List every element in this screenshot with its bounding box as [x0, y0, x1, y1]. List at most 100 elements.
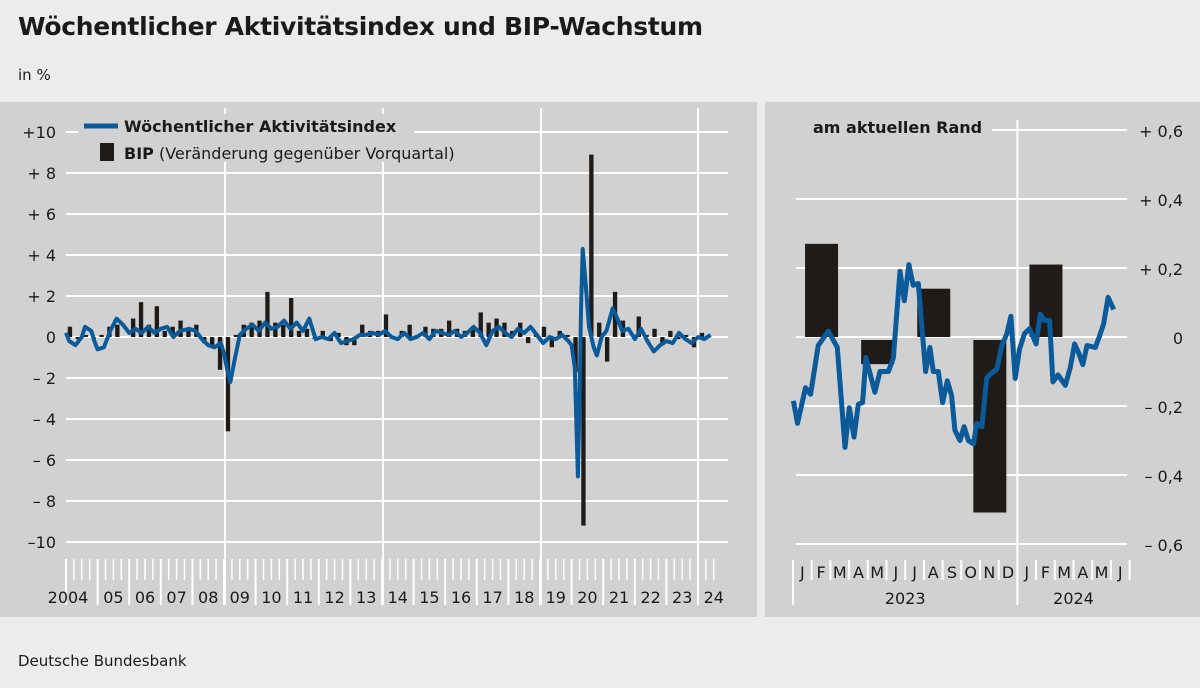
y-tick-label: + 8 — [27, 164, 56, 183]
bip-bar — [557, 330, 562, 337]
bip-bar — [281, 324, 286, 337]
bip-bar — [138, 302, 144, 337]
y-tick-label: 0 — [46, 328, 56, 347]
bip-bar — [407, 324, 412, 337]
bip-bar — [805, 243, 839, 337]
month-label: O — [964, 563, 977, 582]
bip-bar — [1029, 264, 1063, 337]
y-tick-label: + 4 — [27, 246, 56, 265]
y-tick-label: + 2 — [27, 287, 56, 306]
month-label: S — [947, 563, 957, 582]
bip-bar — [265, 291, 270, 337]
bip-bar — [360, 324, 365, 337]
x-tick-label: 18 — [514, 588, 534, 607]
y-tick-label: – 4 — [33, 410, 56, 429]
bip-bar — [589, 154, 594, 337]
month-label: M — [870, 563, 884, 582]
month-label: M — [1057, 563, 1071, 582]
bip-bar — [486, 322, 491, 337]
x-tick-label: 10 — [261, 588, 281, 607]
x-tick-label: 2004 — [48, 588, 89, 607]
year-label: 2024 — [1053, 589, 1094, 608]
month-label: J — [799, 563, 805, 582]
bip-bar — [225, 337, 231, 432]
y-tick-label: – 8 — [33, 492, 56, 511]
legend-bar-label: BIP (Veränderung gegenüber Vorquartal) — [124, 144, 455, 163]
bip-bar — [336, 332, 341, 337]
x-tick-label: 17 — [482, 588, 502, 607]
x-tick-label: 19 — [546, 588, 566, 607]
month-label: A — [1077, 563, 1088, 582]
month-label: F — [816, 563, 825, 582]
x-tick-label: 21 — [609, 588, 629, 607]
bip-bar — [75, 337, 81, 340]
year-label: 2023 — [885, 589, 926, 608]
bip-bar — [288, 298, 294, 337]
bip-bar — [67, 326, 73, 337]
bip-bar — [636, 316, 641, 337]
legend: Wöchentlicher Aktivitätsindex BIP (Verän… — [78, 114, 455, 163]
y-tick-label: – 2 — [33, 369, 56, 388]
bip-bar — [352, 337, 357, 346]
y-tick-label: – 6 — [33, 451, 56, 470]
month-label: N — [983, 563, 995, 582]
bip-bar — [146, 324, 152, 337]
bip-bar — [699, 332, 705, 337]
legend-bar-label-rest: (Veränderung gegenüber Vorquartal) — [159, 144, 455, 163]
bip-bar — [217, 337, 223, 370]
month-label: A — [928, 563, 939, 582]
bip-bar — [115, 324, 120, 337]
bip-bar — [99, 334, 104, 337]
bip-bar — [470, 326, 476, 337]
right-title-bg — [782, 114, 992, 140]
x-tick-label: 22 — [640, 588, 660, 607]
chart-title: Wöchentlicher Aktivitätsindex und BIP-Wa… — [18, 12, 703, 41]
bip-bar — [525, 337, 531, 344]
bip-bar — [676, 337, 681, 340]
x-tick-label: 12 — [324, 588, 344, 607]
bip-bar — [597, 322, 602, 337]
y-tick-label: + 0,6 — [1139, 122, 1183, 141]
bip-bar — [446, 320, 452, 337]
bip-bar — [296, 330, 302, 337]
unit-label: in % — [18, 66, 51, 84]
y-tick-label: 0 — [1173, 329, 1183, 348]
x-tick-label: 11 — [293, 588, 313, 607]
y-tick-label: – 0,6 — [1144, 536, 1183, 555]
x-tick-label: 15 — [419, 588, 439, 607]
month-label: F — [1041, 563, 1050, 582]
x-tick-label: 23 — [672, 588, 692, 607]
y-tick-label: +10 — [22, 123, 56, 142]
bip-bar — [383, 314, 389, 337]
legend-bar-label-bold: BIP — [124, 144, 154, 163]
bip-bar — [154, 306, 160, 337]
y-tick-label: + 0,2 — [1139, 260, 1183, 279]
month-label: J — [1023, 563, 1029, 582]
x-tick-label: 07 — [166, 588, 186, 607]
bip-bar — [130, 318, 136, 337]
right-chart: + 0,6+ 0,4+ 0,20– 0,2– 0,4– 0,6J F M A M J J A S… — [790, 120, 1183, 608]
bip-bar — [652, 328, 657, 337]
left-chart: +10 + 8 + 6 + 4 + 2 0 – 2 – 4 – 6 – 8 –10 2004 05 06 0… — [22, 108, 728, 607]
month-label: D — [1002, 563, 1014, 582]
bip-bar — [565, 334, 570, 337]
bip-bar — [668, 330, 673, 337]
bip-bar — [249, 322, 254, 337]
month-label: A — [853, 563, 864, 582]
bip-bar — [604, 337, 610, 362]
x-tick-label: 14 — [388, 588, 408, 607]
left-panel — [0, 102, 757, 617]
bip-bar — [273, 322, 278, 337]
activity-index-line — [790, 262, 1116, 450]
bip-bar — [478, 312, 483, 337]
x-tick-label: 20 — [577, 588, 597, 607]
bip-bar — [423, 326, 428, 337]
y-tick-label: + 6 — [27, 205, 56, 224]
legend-bar-swatch — [100, 143, 114, 161]
month-label: J — [911, 563, 917, 582]
y-tick-label: + 0,4 — [1139, 191, 1183, 210]
month-label: J — [1117, 563, 1123, 582]
x-tick-label: 13 — [356, 588, 376, 607]
source-label: Deutsche Bundesbank — [18, 652, 187, 670]
month-label: M — [1095, 563, 1109, 582]
